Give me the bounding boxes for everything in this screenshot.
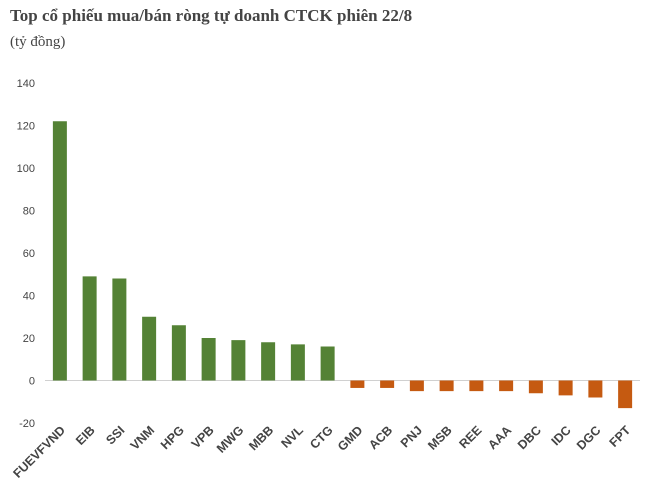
x-tick-label: MSB	[425, 423, 455, 453]
x-tick-label: FUEVFVND	[10, 423, 68, 481]
x-tick-label: VPB	[189, 423, 217, 451]
bar-fpt	[618, 380, 633, 409]
bar-pnj	[409, 380, 424, 392]
bar-ssi	[112, 278, 127, 381]
x-tick-label: EIB	[73, 423, 98, 448]
x-tick-label: DGC	[574, 423, 604, 453]
y-tick-label: 20	[23, 333, 35, 345]
x-tick-label: CTG	[307, 423, 336, 452]
bar-ree	[469, 380, 484, 392]
x-tick-label: SSI	[103, 423, 127, 447]
x-tick-label: VNM	[128, 423, 158, 453]
bar-hpg	[171, 325, 186, 381]
bar-idc	[558, 380, 573, 396]
x-tick-label: FPT	[607, 423, 634, 450]
chart-title: Top cổ phiếu mua/bán ròng tự doanh CTCK …	[10, 6, 413, 25]
x-tick-label: HPG	[158, 423, 187, 452]
bar-fuevfvnd	[52, 121, 67, 381]
x-tick-label: DBC	[515, 423, 544, 452]
bar-ctg	[320, 346, 335, 381]
bar-dgc	[588, 380, 603, 398]
y-tick-label: 100	[17, 163, 35, 175]
x-tick-label: AAA	[485, 423, 514, 452]
bar-msb	[439, 380, 454, 392]
bar-acb	[380, 380, 395, 388]
bar-eib	[82, 276, 97, 381]
x-tick-label: REE	[456, 423, 484, 451]
bar-aaa	[499, 380, 514, 392]
chart-subtitle: (tỷ đồng)	[10, 34, 66, 50]
y-tick-label: 60	[23, 248, 35, 260]
bar-vpb	[201, 338, 216, 381]
x-tick-label: MBB	[246, 423, 276, 453]
x-tick-label: IDC	[549, 423, 574, 448]
bars	[52, 121, 633, 409]
bar-vnm	[142, 316, 157, 381]
x-tick-label: ACB	[366, 423, 395, 452]
x-tick-label: NVL	[278, 423, 306, 451]
y-tick-label: 80	[23, 206, 35, 218]
y-tick-label: 140	[17, 78, 35, 90]
y-tick-label: -20	[19, 418, 35, 430]
bar-gmd	[350, 380, 365, 388]
bar-dbc	[528, 380, 543, 394]
bar-mwg	[231, 340, 246, 381]
bar-nvl	[290, 344, 305, 381]
y-tick-label: 40	[23, 291, 35, 303]
y-tick-label: 120	[17, 121, 35, 133]
x-tick-label: MWG	[214, 423, 246, 455]
y-axis: -20 0 20 40 60 80 100 120 140	[17, 78, 640, 430]
x-tick-label: GMD	[335, 423, 366, 454]
x-tick-label: PNJ	[398, 423, 425, 450]
bar-mbb	[261, 342, 276, 381]
y-tick-label: 0	[29, 376, 35, 388]
